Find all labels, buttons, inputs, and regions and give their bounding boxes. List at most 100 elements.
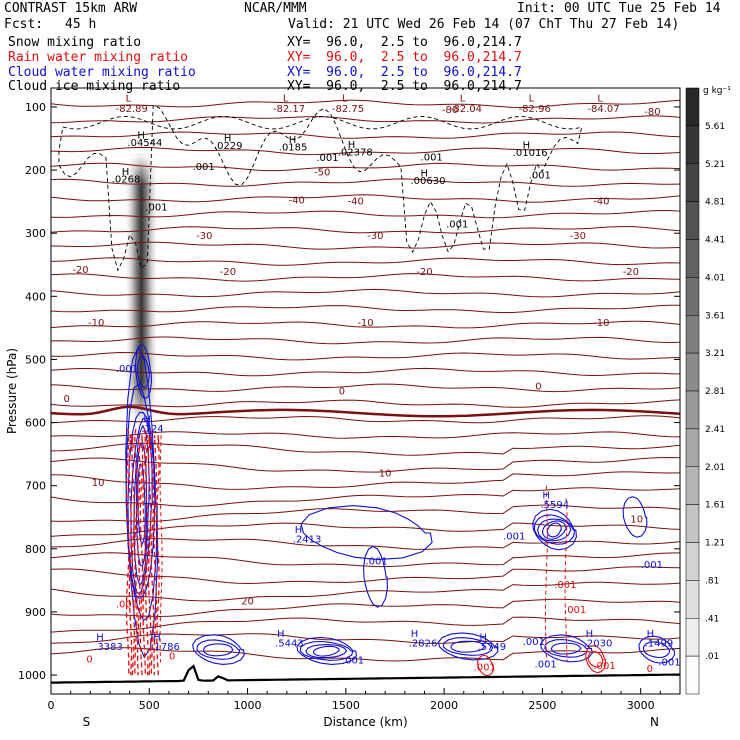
temperature-low-value: -82.04 — [450, 104, 482, 115]
rain-contour — [585, 645, 607, 674]
ice-high-marker: H — [420, 168, 428, 179]
cloud-water-high-marker: H — [96, 632, 104, 643]
temperature-low-marker: L — [283, 93, 289, 104]
y-tick-label: 700 — [25, 480, 46, 493]
temperature-low-value: -82.96 — [519, 104, 551, 115]
isotherm-line — [51, 146, 680, 156]
colorbar-segment — [685, 390, 700, 430]
isotherm-label: -10 — [357, 318, 373, 329]
field-snow-name: Snow mixing ratio — [8, 35, 142, 50]
cloud-water-contour — [532, 508, 577, 551]
temperature-low-marker: L — [460, 93, 466, 104]
isotherm-label: -80 — [644, 107, 660, 118]
y-tick-label: 200 — [25, 164, 46, 177]
cloud-water-high-marker: H — [480, 632, 488, 643]
cloud-water-contour — [192, 634, 245, 665]
isotherm-label: 0 — [339, 387, 345, 398]
cloud-water-contour — [300, 505, 433, 561]
cloud-water-high-value: .2030 — [584, 639, 613, 650]
model-title: CONTRAST 15km ARW — [4, 1, 138, 16]
x-axis-title: Distance (km) — [323, 715, 407, 729]
x-tick-label: 2000 — [430, 699, 458, 712]
isotherm-label: -20 — [72, 265, 88, 276]
temperature-low-marker: L — [597, 93, 603, 104]
ice-contour-label: .001 — [529, 170, 551, 181]
isotherm-label: -30 — [196, 231, 212, 242]
isotherm-label: -40 — [593, 197, 609, 208]
snow-shading-fade — [125, 154, 158, 423]
isotherm-line — [51, 162, 680, 172]
rain-contour-label: .001 — [564, 605, 586, 616]
ice-high-marker: H — [523, 141, 531, 152]
colorbar-label: 2.01 — [705, 463, 725, 473]
temperature-low-marker: L — [126, 93, 132, 104]
cloud-water-high-value: .724 — [141, 424, 163, 435]
cloud-water-high-value: .5749 — [478, 642, 507, 653]
isotherm-line — [51, 241, 680, 250]
rain-contour — [136, 435, 141, 676]
y-tick-label: 900 — [25, 606, 46, 619]
temperature-low-marker: L — [342, 93, 348, 104]
terrain-line — [51, 664, 680, 684]
field-rain-name: Rain water mixing ratio — [8, 50, 189, 65]
colorbar-label: .41 — [705, 614, 719, 624]
cloud-water-high-value: .3383 — [94, 642, 123, 653]
cloud-water-contour-label: .001 — [535, 659, 557, 670]
cloud-water-contour — [135, 343, 153, 400]
x-tick-label: 0 — [48, 699, 55, 712]
isotherm-line — [51, 226, 680, 234]
cloud-water-contour — [450, 640, 486, 653]
ice-high-value: .00630 — [410, 176, 445, 187]
colorbar-label: .81 — [705, 576, 719, 586]
cloud-water-high-marker: H — [542, 490, 550, 501]
isotherm-line — [51, 456, 680, 473]
rain-contour — [147, 435, 152, 676]
colorbar-label: 3.21 — [705, 349, 725, 359]
cloud-water-contour-label: .001 — [641, 560, 663, 571]
rain-zero-label: 0 — [169, 651, 175, 662]
isotherm-label: -10 — [593, 318, 609, 329]
rain-contour — [544, 485, 548, 663]
isotherm-label: 10 — [630, 514, 643, 525]
cloud-water-contour-label: .001 — [342, 656, 364, 667]
isotherm-line — [51, 273, 680, 282]
colorbar-segment — [685, 201, 700, 240]
ice-high-marker: H — [348, 140, 356, 151]
isotherm-line — [51, 257, 680, 266]
rain-contour — [125, 428, 130, 676]
rain-contour-label: .001 — [116, 600, 138, 611]
isotherm-label: 0 — [64, 394, 70, 405]
forecast-hour: 45 h — [65, 17, 97, 32]
cloud-water-contour — [313, 645, 340, 657]
rain-contour-label: .001 — [554, 580, 576, 591]
isotherm-line — [51, 351, 680, 361]
y-tick-label: 100 — [25, 101, 46, 114]
x-end-label-south: S — [83, 715, 91, 729]
y-axis-title: Pressure (hPa) — [5, 348, 19, 434]
ice-high-marker: H — [137, 131, 145, 142]
isotherm-label: -30 — [367, 231, 383, 242]
cloud-water-contour — [202, 643, 234, 657]
cloud-water-contour — [437, 632, 499, 661]
cloud-water-contour — [642, 641, 671, 659]
cloud-water-contour — [299, 640, 354, 661]
cloud-water-contour — [137, 355, 150, 388]
colorbar-segment — [685, 87, 700, 127]
center-label: NCAR/MMM — [244, 1, 307, 16]
isotherm-label: -80 — [442, 105, 458, 116]
ice-high-marker: H — [289, 135, 297, 146]
temperature-low-value: -84.07 — [587, 104, 619, 115]
cloud-water-high-value: .2826 — [409, 639, 438, 650]
rain-contour — [142, 428, 146, 676]
x-tick-label: 1500 — [332, 699, 360, 712]
x-tick-label: 2500 — [528, 699, 556, 712]
y-tick-label: 600 — [25, 417, 46, 430]
cloud-water-contour-label: .001 — [658, 658, 680, 669]
x-tick-label: 3000 — [627, 699, 655, 712]
cloud-water-contour — [127, 412, 156, 600]
colorbar-segment — [685, 466, 700, 505]
rain-contour — [477, 654, 495, 677]
isotherm-line — [51, 336, 680, 345]
ice-contour-label: .001 — [316, 153, 338, 164]
